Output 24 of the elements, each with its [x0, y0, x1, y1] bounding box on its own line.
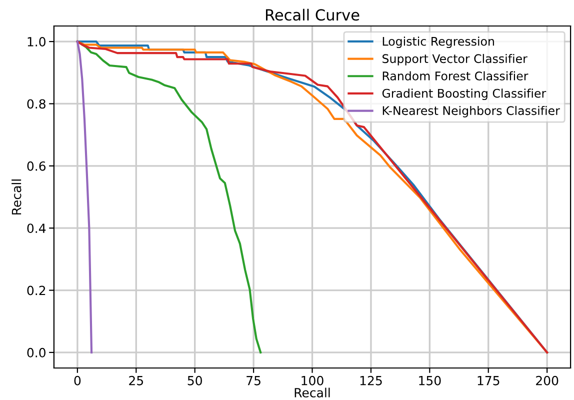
- y-tick-label: 0.6: [27, 161, 46, 171]
- x-tick-label: 25: [129, 376, 144, 386]
- line-series: [76, 40, 93, 354]
- y-tick-label: 0.8: [27, 99, 46, 109]
- x-tick-label: 200: [536, 376, 558, 386]
- y-tick-label: 0.0: [27, 348, 46, 358]
- legend-label: Random Forest Classifier: [382, 71, 528, 80]
- x-tick-label: 100: [302, 376, 324, 386]
- x-axis-title: Recall: [294, 388, 330, 398]
- legend-label: Logistic Regression: [382, 36, 494, 48]
- legend-label: K-Nearest Neighbors Classifier: [382, 106, 560, 118]
- legend-label: Gradient Boosting Classifier: [382, 88, 546, 100]
- y-tick-label: 1.0: [28, 37, 46, 46]
- legend-label: Support Vector Classifier: [382, 54, 528, 66]
- x-tick-label: 125: [360, 376, 382, 386]
- x-tick-label: 75: [246, 376, 260, 386]
- y-tick-label: 0.4: [27, 224, 46, 234]
- x-tick-label: 50: [188, 376, 202, 386]
- y-tick-label: 0.2: [27, 286, 46, 296]
- chart-title: Recall Curve: [266, 8, 360, 21]
- y-axis-title: Recall: [12, 180, 22, 214]
- x-tick-label: 0: [74, 376, 81, 386]
- x-tick-label: 150: [419, 376, 441, 386]
- x-tick-label: 175: [478, 376, 500, 386]
